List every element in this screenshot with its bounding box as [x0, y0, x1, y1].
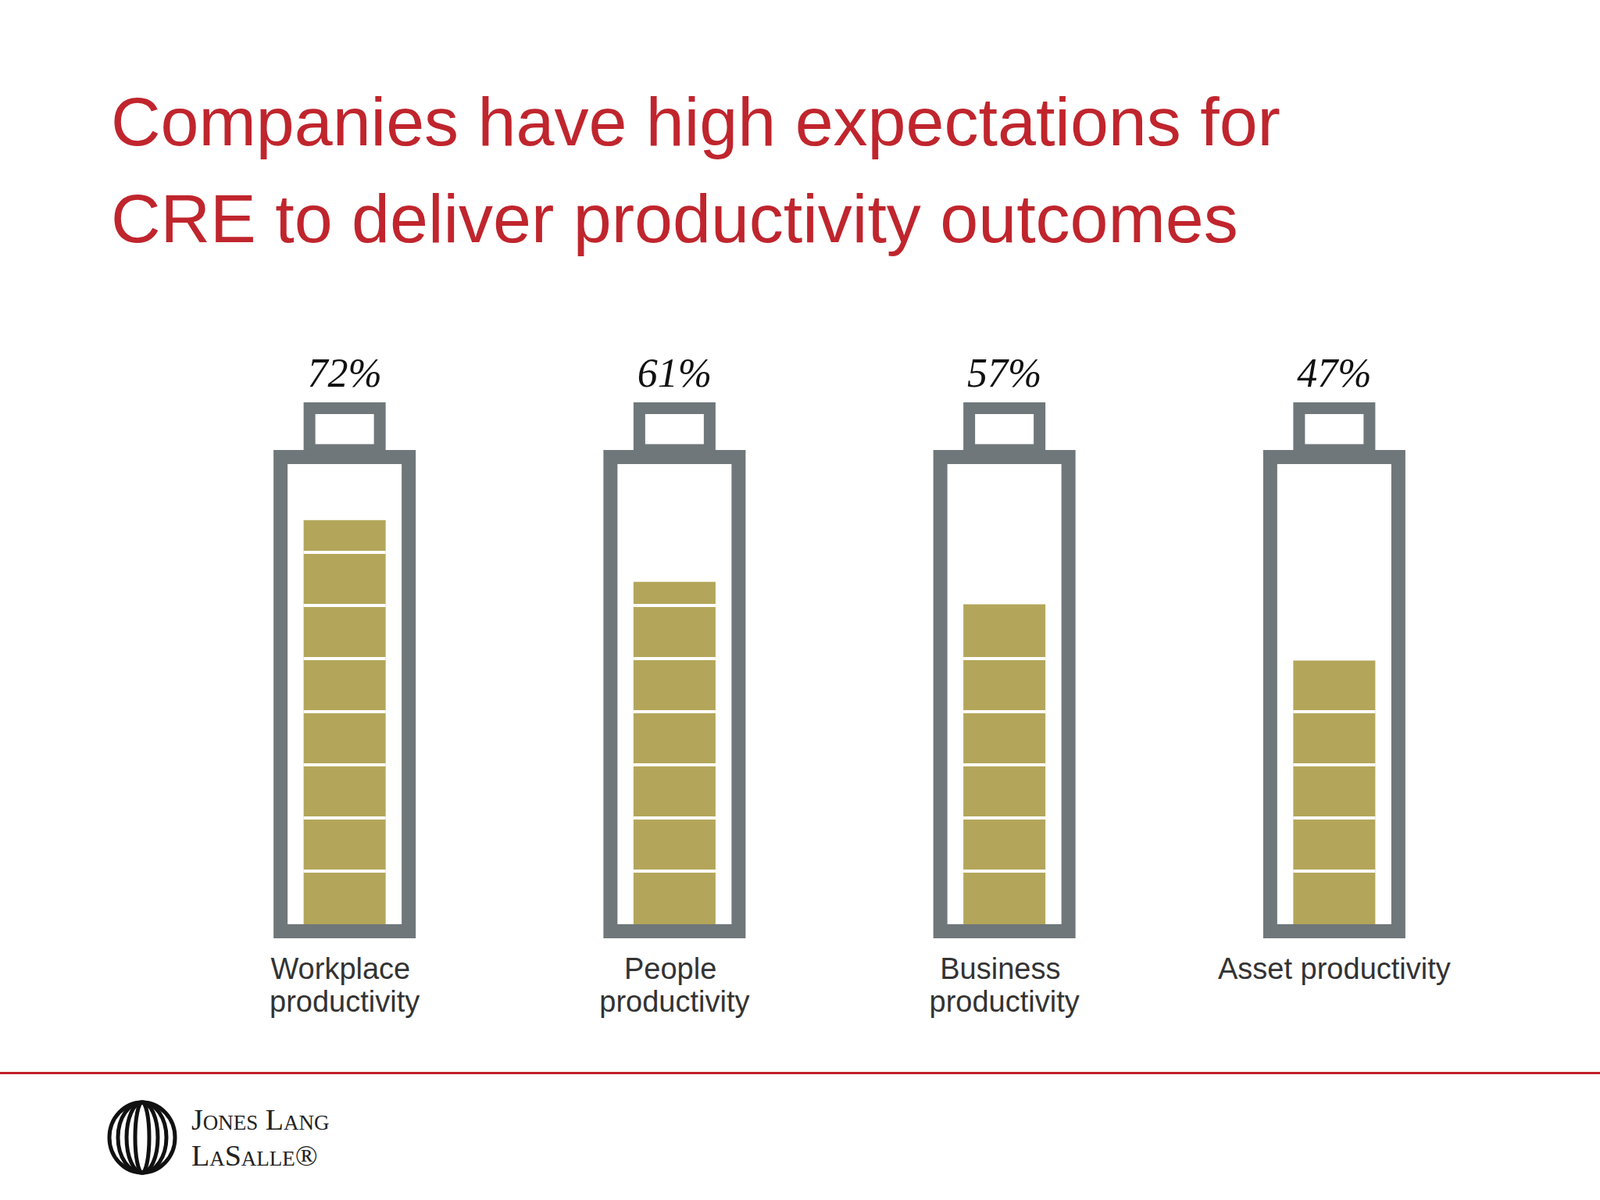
svg-text:Asset productivity: Asset productivity — [1217, 952, 1451, 986]
svg-text:CRE to deliver productivity ou: CRE to deliver productivity outcomes — [110, 179, 1239, 258]
svg-text:People: People — [624, 952, 725, 986]
svg-text:productivity: productivity — [929, 985, 1080, 1018]
svg-text:productivity: productivity — [599, 985, 750, 1018]
svg-text:61%: 61% — [637, 350, 712, 396]
svg-text:57%: 57% — [967, 350, 1042, 396]
html-text:LaSalle®: LaSalle® — [191, 1139, 318, 1172]
svg-text:Workplace: Workplace — [270, 952, 418, 986]
svg-text:Business: Business — [939, 952, 1069, 986]
svg-text:72%: 72% — [307, 350, 382, 396]
html-text:Jones Lang: Jones Lang — [191, 1103, 330, 1136]
svg-text:47%: 47% — [1296, 350, 1372, 396]
svg-text:productivity: productivity — [269, 985, 420, 1018]
svg-text:Companies have high expectatio: Companies have high expectations for — [110, 82, 1300, 161]
